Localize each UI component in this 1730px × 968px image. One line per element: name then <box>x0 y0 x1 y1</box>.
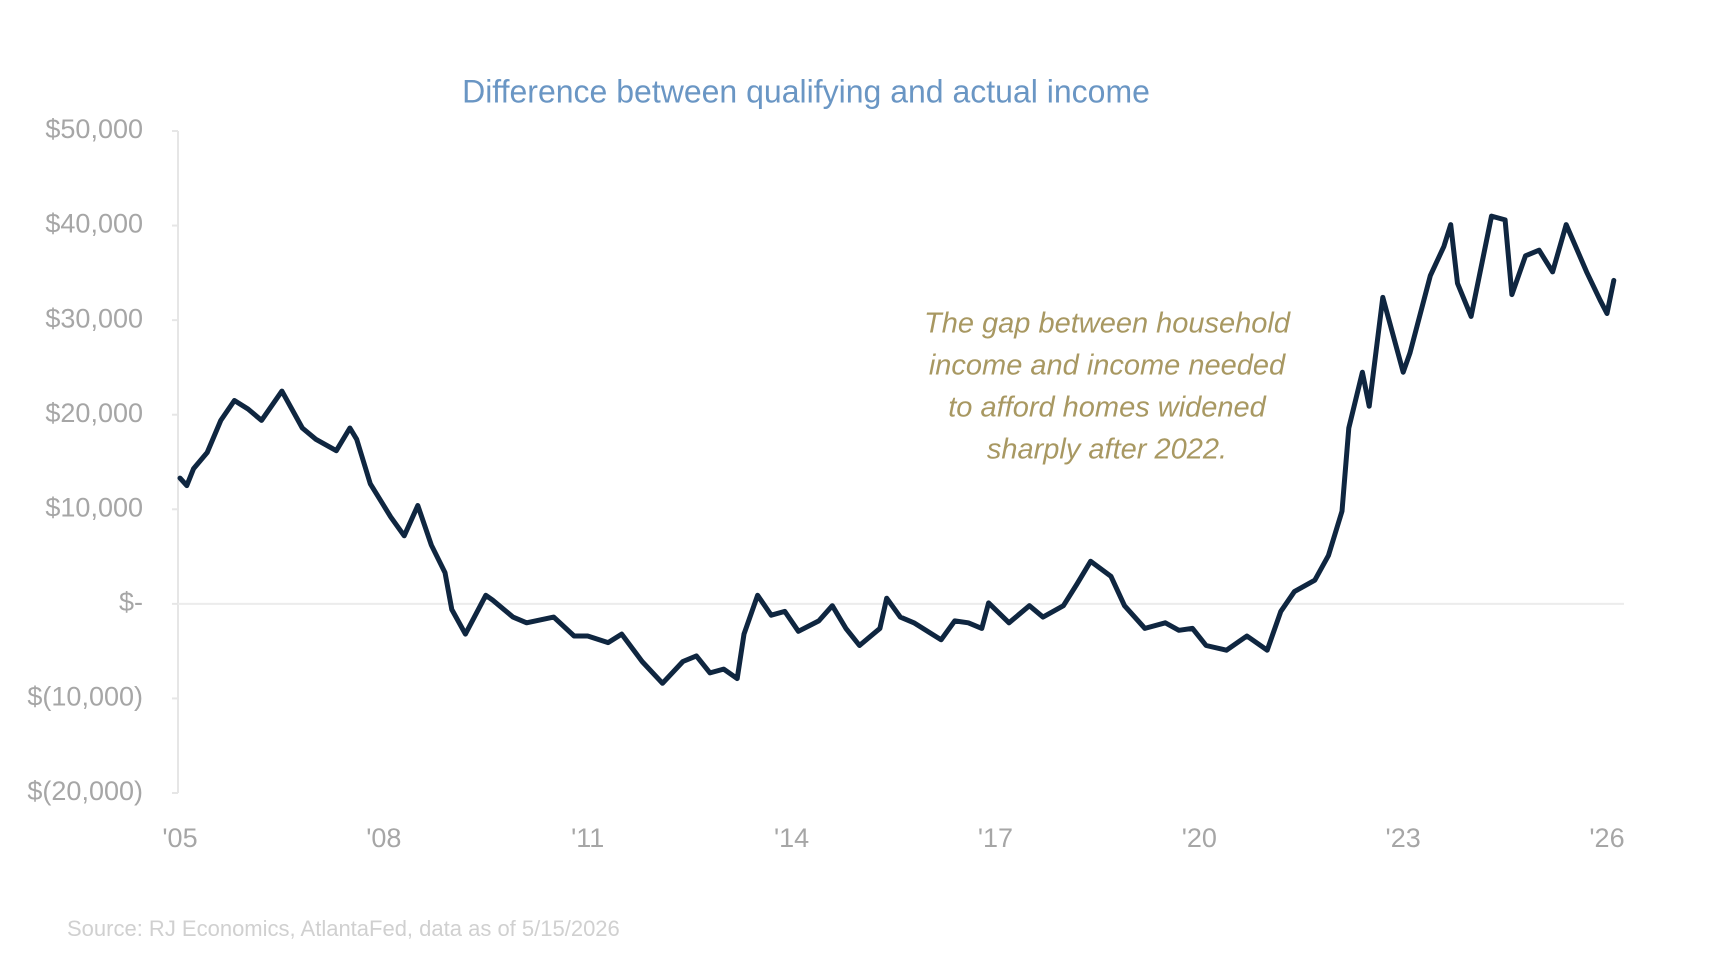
x-tick-label: '26 <box>1589 823 1624 853</box>
x-tick-label: '20 <box>1182 823 1217 853</box>
y-tick-label: $- <box>119 587 143 617</box>
annotation: income and income needed <box>929 350 1286 382</box>
y-tick-label: $(10,000) <box>27 682 143 712</box>
x-tick-label: '08 <box>366 823 401 853</box>
x-tick-label: '23 <box>1386 823 1421 853</box>
annotation: The gap between household <box>924 308 1291 340</box>
y-tick-label: $30,000 <box>45 303 143 333</box>
x-tick-label: '14 <box>774 823 809 853</box>
source-note: Source: RJ Economics, AtlantaFed, data a… <box>67 916 620 941</box>
x-tick-label: '05 <box>162 823 197 853</box>
y-tick-label: $(20,000) <box>27 776 143 806</box>
chart-title: Difference between qualifying and actual… <box>462 73 1150 109</box>
y-tick-label: $50,000 <box>45 114 143 144</box>
y-tick-label: $20,000 <box>45 398 143 428</box>
annotation: sharply after 2022. <box>987 434 1227 466</box>
y-tick-label: $40,000 <box>45 209 143 239</box>
y-tick-label: $10,000 <box>45 492 143 522</box>
x-tick-label: '17 <box>978 823 1013 853</box>
annotation: to afford homes widened <box>948 392 1266 424</box>
x-tick-label: '11 <box>571 823 604 853</box>
data-line <box>177 213 1617 686</box>
